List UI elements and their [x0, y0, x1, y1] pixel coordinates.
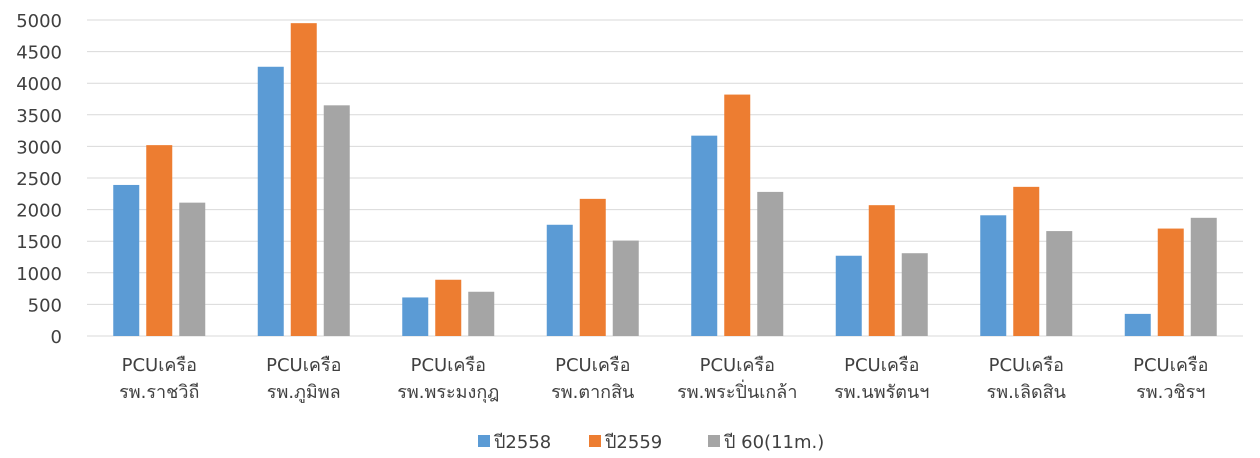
bar-1-2: [257, 66, 284, 336]
y-tick-label: 3000: [16, 137, 62, 158]
bar-2-6: [868, 205, 895, 336]
x-category-label-line: รพ.วชิรฯ: [1136, 382, 1205, 403]
y-tick-label: 4500: [16, 43, 62, 64]
x-category-label-line: PCUเครือ: [555, 355, 630, 376]
x-category-label-line: รพ.ราชวิถี: [119, 382, 199, 403]
legend-swatch: [478, 435, 490, 447]
x-category-label: PCUเครือรพ.พระปิ่นเกล้า: [677, 355, 797, 403]
x-category-label-line: PCUเครือ: [266, 355, 341, 376]
bar-2-1: [146, 145, 173, 336]
y-tick-label: 3500: [16, 106, 62, 127]
y-tick-label: 1000: [16, 264, 62, 285]
bar-3-1: [179, 202, 206, 336]
legend-swatch: [708, 435, 720, 447]
y-tick-label: 4000: [16, 74, 62, 95]
bar-2-5: [724, 94, 751, 337]
x-category-label: PCUเครือรพ.เลิดสิน: [987, 355, 1066, 403]
bar-2-2: [290, 23, 317, 336]
x-category-label-line: รพ.ตากสิน: [551, 382, 634, 403]
bar-1-1: [113, 184, 140, 336]
bar-1-5: [691, 135, 718, 336]
y-tick-label: 2500: [16, 169, 62, 190]
x-category-label: PCUเครือรพ.ราชวิถี: [119, 355, 199, 403]
bar-3-6: [901, 253, 928, 336]
x-category-label-line: รพ.พระปิ่นเกล้า: [677, 379, 797, 403]
x-category-label-line: รพ.นพรัตนฯ: [834, 382, 929, 403]
bar-3-7: [1046, 231, 1073, 336]
x-category-label-line: รพ.พระมงกุฎ: [397, 382, 499, 403]
x-category-label-line: PCUเครือ: [1133, 355, 1208, 376]
x-category-label-line: PCUเครือ: [411, 355, 486, 376]
x-category-label-line: PCUเครือ: [844, 355, 919, 376]
x-category-label: PCUเครือรพ.ตากสิน: [551, 355, 634, 403]
bar-2-8: [1157, 228, 1184, 336]
bar-1-6: [835, 255, 862, 336]
bar-1-3: [402, 297, 429, 336]
bar-2-3: [435, 279, 462, 336]
bar-3-5: [757, 191, 784, 336]
y-tick-label: 500: [28, 295, 62, 316]
bar-2-4: [579, 198, 606, 336]
bar-3-4: [612, 240, 639, 336]
bar-3-3: [468, 291, 495, 336]
y-tick-label: 2000: [16, 201, 62, 222]
x-category-label: PCUเครือรพ.วชิรฯ: [1133, 355, 1208, 403]
x-category-label-line: PCUเครือ: [700, 355, 775, 376]
bar-2-7: [1013, 186, 1040, 336]
axes: 0 500 1000 1500 2000 2500 3000 3500 4000 4500 5000…: [16, 11, 1208, 403]
bar-3-2: [323, 105, 350, 336]
legend-label: ปี2558: [494, 432, 552, 453]
y-tick-label: 1500: [16, 232, 62, 253]
legend: ปี2558 ปี2559 ปี 60(11m.): [478, 432, 824, 453]
bar-3-8: [1190, 217, 1217, 336]
x-category-label-line: PCUเครือ: [989, 355, 1064, 376]
bars: [113, 23, 1217, 337]
x-category-label: PCUเครือรพ.ภูมิพล: [266, 355, 341, 403]
x-category-label-line: รพ.ภูมิพล: [267, 382, 341, 403]
y-tick-label: 5000: [16, 11, 62, 32]
legend-label: ปี2559: [605, 432, 663, 453]
x-category-label-line: PCUเครือ: [122, 355, 197, 376]
x-category-label: PCUเครือรพ.พระมงกุฎ: [397, 355, 499, 403]
legend-swatch: [589, 435, 601, 447]
x-category-label-line: รพ.เลิดสิน: [987, 382, 1066, 403]
y-tick-label: 0: [51, 327, 62, 348]
bar-1-8: [1124, 313, 1151, 336]
bar-1-7: [980, 215, 1007, 336]
bar-1-4: [546, 224, 573, 336]
x-category-label: PCUเครือรพ.นพรัตนฯ: [834, 355, 929, 403]
legend-label: ปี 60(11m.): [724, 432, 825, 453]
